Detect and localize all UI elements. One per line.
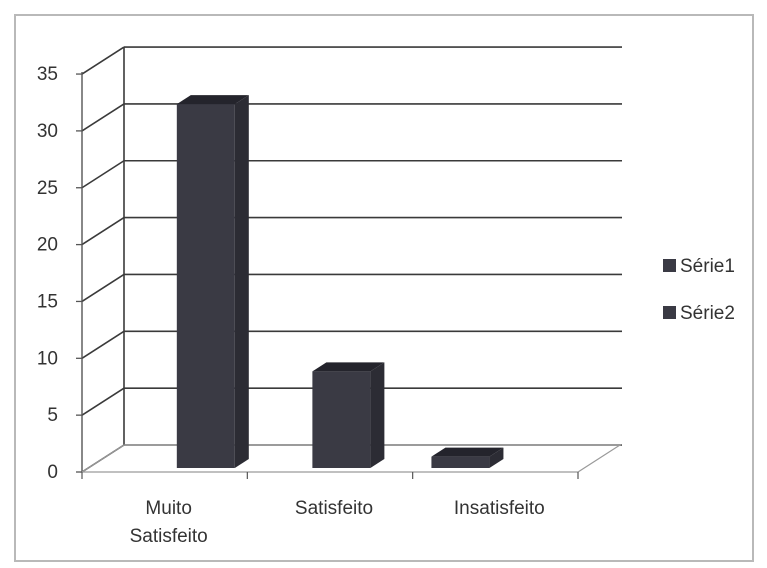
bar-2-front [312, 371, 371, 468]
y-tick-label-5: 5 [47, 405, 58, 426]
gridline-left-20 [81, 216, 125, 246]
gridline-left-15 [81, 273, 125, 303]
chart-frame [14, 14, 754, 562]
bar-1-side [234, 95, 249, 468]
gridline-left-5 [81, 387, 125, 416]
y-tick-label-10: 10 [37, 348, 58, 369]
bar-3-side [489, 447, 504, 468]
gridline-left-25 [81, 160, 125, 189]
category-label-3: Insatisfeito [454, 498, 545, 519]
legend-label-1: Série1 [680, 256, 735, 277]
bar-1-top [176, 95, 249, 105]
legend-label-2: Série2 [680, 303, 735, 324]
category-label-1: Satisfeito [130, 526, 208, 547]
y-tick-label-0: 0 [47, 462, 58, 483]
bar-3-top [431, 447, 504, 457]
y-tick-label-20: 20 [37, 235, 58, 256]
gridline-left-10 [81, 330, 125, 359]
legend-swatch-2 [663, 306, 676, 319]
y-tick-label-15: 15 [37, 291, 58, 312]
y-tick-label-35: 35 [37, 64, 58, 85]
y-tick-label-30: 30 [37, 121, 58, 142]
y-tick-label-25: 25 [37, 178, 58, 199]
category-label-2: Satisfeito [295, 498, 373, 519]
bar-1-front [176, 104, 235, 468]
gridline-left-35 [81, 46, 125, 75]
gridline-left-30 [81, 103, 125, 132]
bar-3-front [431, 456, 490, 468]
category-label-1: Muito [145, 498, 191, 519]
legend-swatch-1 [663, 259, 676, 272]
bar-2-top [312, 362, 385, 372]
bar-2-side [370, 362, 385, 468]
